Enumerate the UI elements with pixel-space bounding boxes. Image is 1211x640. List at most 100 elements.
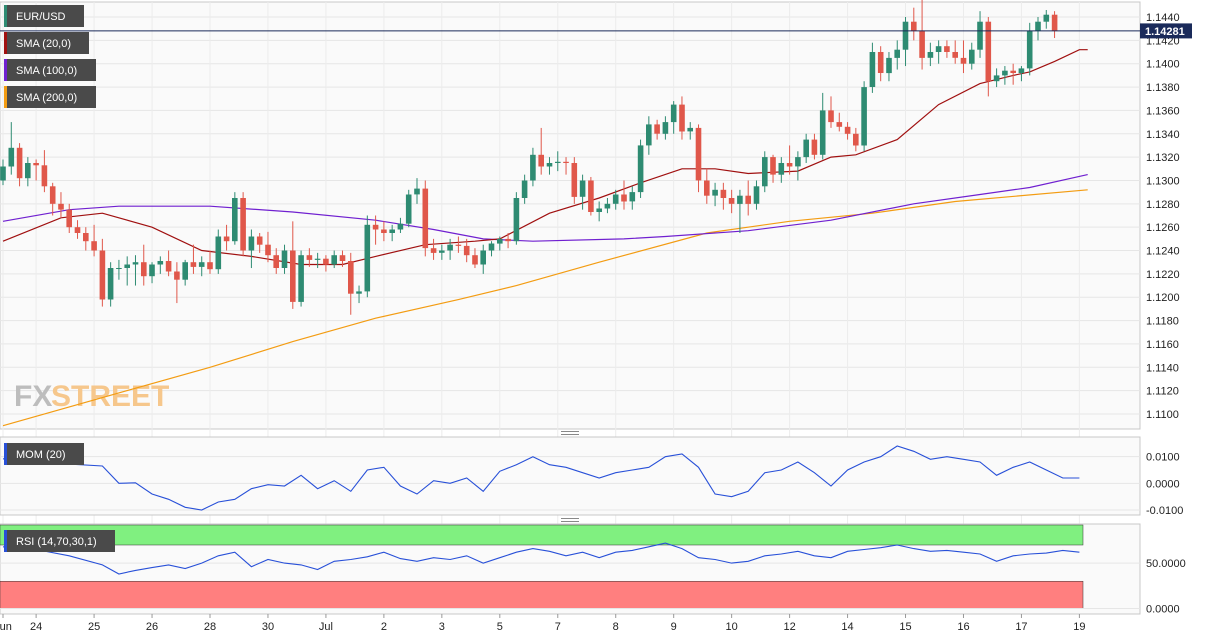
rsi-gridlines — [0, 562, 1140, 609]
symbol-legend[interactable]: EUR/USD — [4, 5, 84, 27]
momentum-axis: 0.0100 0.0000 -0.0100 — [1146, 452, 1183, 517]
rsi-tick-label: 0.0000 — [1146, 603, 1180, 615]
price-tick-label: 1.1260 — [1146, 222, 1180, 234]
sma100-legend[interactable]: SMA (100,0) — [4, 59, 96, 81]
candle-body — [745, 195, 751, 204]
sma200-line — [2, 189, 1088, 427]
momentum-tick-label: -0.0100 — [1146, 505, 1183, 517]
candle-body — [770, 157, 776, 175]
candle-body — [579, 180, 586, 197]
candle-body — [223, 236, 230, 242]
candle-body — [323, 258, 329, 265]
candle-body — [348, 261, 354, 294]
rsi-legend-label: RSI (14,70,30,1) — [16, 536, 97, 548]
candle-body — [91, 241, 97, 251]
candle-body — [182, 262, 188, 280]
candle-body — [25, 163, 31, 179]
momentum-legend[interactable]: MOM (20) — [4, 443, 84, 465]
candle-body — [1026, 31, 1033, 69]
candle-body — [99, 250, 106, 300]
sma20-legend[interactable]: SMA (20,0) — [4, 32, 89, 54]
candle-body — [811, 139, 818, 155]
candle-body — [563, 161, 569, 163]
candle-body — [364, 224, 371, 292]
candle-body — [927, 52, 934, 58]
date-tick-label: 15 — [899, 621, 911, 633]
price-axis: 1.1100 1.1120 1.1140 1.1160 1.1180 1.1200 1.12… — [1146, 12, 1180, 421]
candle-body — [439, 250, 445, 253]
candle-body — [1051, 14, 1058, 31]
candle-body — [538, 154, 544, 167]
date-tick-label: 17 — [1015, 621, 1027, 633]
candle-body — [190, 262, 197, 267]
last-price-value: 1.14281 — [1145, 26, 1185, 38]
panel-resize-handle-1[interactable] — [561, 431, 579, 435]
candle-body — [1018, 68, 1025, 74]
symbol-legend-swatch — [4, 5, 7, 27]
candle-body — [753, 186, 760, 204]
sma200-legend[interactable]: SMA (200,0) — [4, 86, 96, 108]
price-tick-label: 1.1340 — [1146, 129, 1180, 141]
sma200-legend-background — [4, 86, 96, 108]
momentum-tick-label: 0.0000 — [1146, 478, 1180, 490]
sma200-legend-swatch — [4, 86, 7, 108]
last-price-tag-background — [1140, 23, 1192, 39]
candle-body — [157, 261, 164, 265]
candle-body — [546, 163, 553, 167]
panel-resize-handle-2[interactable] — [561, 518, 579, 522]
candle-body — [935, 46, 942, 52]
candle-body — [1002, 70, 1008, 76]
price-tick-label: 1.1300 — [1146, 175, 1180, 187]
candle-body — [977, 21, 983, 50]
symbol-legend-label: EUR/USD — [16, 11, 66, 23]
watermark-fx: FX — [14, 380, 52, 413]
candle-body — [911, 21, 917, 31]
rsi-polyline — [2, 542, 1080, 575]
price-tick-label: 1.1100 — [1146, 409, 1179, 421]
candle-body — [414, 188, 420, 195]
rsi-legend[interactable]: RSI (14,70,30,1) — [4, 530, 115, 552]
date-tick-label: 3 — [439, 621, 445, 633]
price-tick-label: 1.1240 — [1146, 246, 1180, 258]
candle-body — [944, 46, 950, 52]
candle-body — [116, 268, 122, 269]
momentum-panel[interactable]: 0.0100 0.0000 -0.0100 MOM (20) — [0, 436, 1183, 517]
rsi-axis: 50.0000 0.0000 — [1146, 558, 1186, 615]
candle-body — [952, 52, 958, 58]
momentum-legend-background — [4, 443, 84, 465]
candle-body — [74, 227, 81, 233]
candle-body — [306, 255, 313, 260]
date-tick-label: 2 — [381, 621, 387, 633]
date-tick-label: 28 — [204, 621, 216, 633]
candle-body — [232, 198, 238, 242]
rsi-panel[interactable]: 50.0000 0.0000 RSI (14,70,30,1) — [0, 523, 1186, 615]
momentum-legend-label: MOM (20) — [16, 449, 66, 461]
candle-body — [853, 133, 859, 146]
sma100-legend-background — [4, 59, 96, 81]
candle-body — [596, 208, 602, 212]
candle-body — [844, 126, 851, 134]
candle-body — [389, 229, 395, 233]
candle-body — [455, 244, 462, 246]
candle-body — [604, 203, 611, 209]
candle-body — [521, 180, 528, 198]
candle-body — [687, 127, 693, 132]
candle-body — [248, 236, 255, 251]
candle-body — [488, 243, 495, 251]
candle-body — [215, 236, 222, 270]
rsi-tick-label: 50.0000 — [1146, 558, 1186, 570]
candle-body — [679, 104, 685, 132]
candle-body — [480, 250, 486, 265]
candle-body — [314, 258, 321, 260]
candle-body — [16, 147, 23, 179]
momentum-legend-swatch — [4, 443, 7, 465]
price-panel[interactable]: FX STREET 1.1100 1.1120 1.1140 1.1160 1.1180… — [0, 0, 1192, 614]
candle-body — [149, 264, 155, 277]
date-tick-label: 9 — [671, 621, 677, 633]
candle-body — [1010, 70, 1016, 73]
candle-body — [265, 244, 271, 256]
candle-body — [993, 75, 1000, 82]
candle-body — [530, 154, 536, 181]
